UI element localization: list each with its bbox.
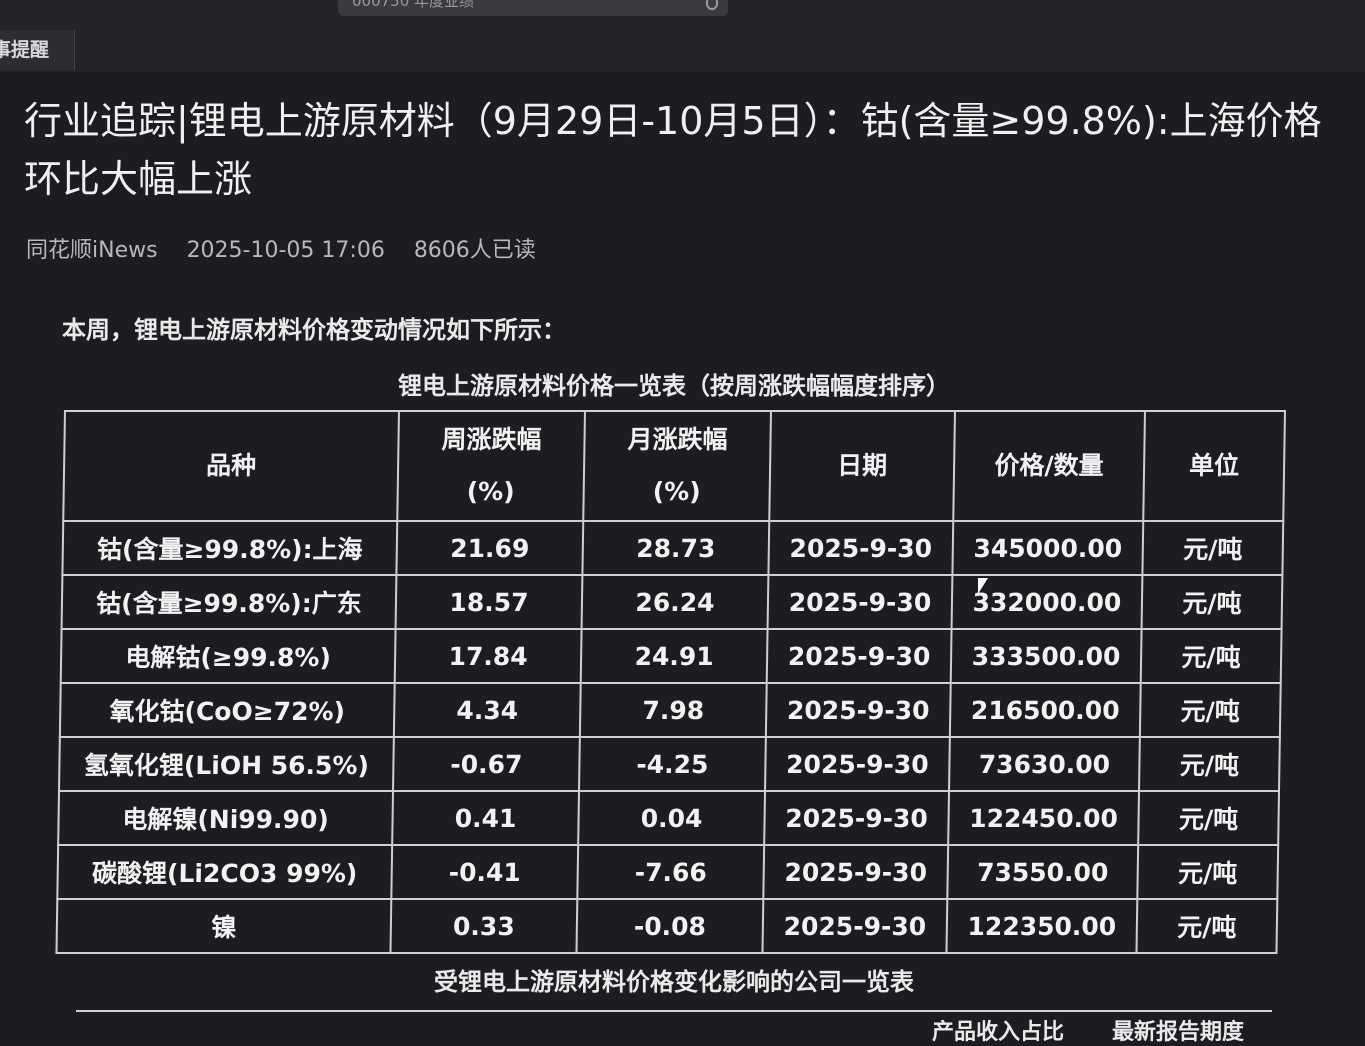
header-date: 日期 xyxy=(769,411,955,521)
cell-price: 73550.00 xyxy=(947,845,1139,899)
article-intro: 本周，锂电上游原材料价格变动情况如下所示： xyxy=(62,316,566,344)
article-datetime: 2025-10-05 17:06 xyxy=(186,238,385,263)
cell-variety: 碳酸锂(Li2CO3 99%) xyxy=(57,845,393,899)
cell-monthly-change: 24.91 xyxy=(580,629,768,683)
cell-variety: 电解镍(Ni99.90) xyxy=(58,791,394,845)
table-row: 钴(含量≥99.8%):上海 21.69 28.73 2025-9-30 345… xyxy=(62,521,1284,575)
table-row: 钴(含量≥99.8%):广东 18.57 26.24 2025-9-30 332… xyxy=(61,575,1283,629)
search-box[interactable]: 000750 年度业绩 xyxy=(338,0,728,16)
price-table: 品种 周涨跌幅 (%) 月涨跌幅 (%) 日期 价格/数量 单位 钴(含量≥99… xyxy=(55,410,1286,954)
cell-monthly-change: 0.04 xyxy=(578,791,766,845)
article-reads: 8606人已读 xyxy=(413,238,536,263)
table-header-row: 品种 周涨跌幅 (%) 月涨跌幅 (%) 日期 价格/数量 单位 xyxy=(63,411,1285,521)
header-weekly-change: 周涨跌幅 (%) xyxy=(397,411,585,521)
cell-date: 2025-9-30 xyxy=(763,845,949,899)
table-row: 电解钴(≥99.8%) 17.84 24.91 2025-9-30 333500… xyxy=(60,629,1282,683)
cell-variety: 氢氧化锂(LiOH 56.5%) xyxy=(59,737,394,791)
cell-weekly-change: -0.41 xyxy=(391,845,579,899)
cell-variety: 镍 xyxy=(56,899,392,953)
cell-weekly-change: 4.34 xyxy=(393,683,581,737)
cell-unit: 元/吨 xyxy=(1139,683,1281,737)
cell-unit: 元/吨 xyxy=(1136,899,1278,953)
cell-date: 2025-9-30 xyxy=(768,521,954,575)
cell-unit: 元/吨 xyxy=(1139,737,1280,791)
header-revenue-share: 产品收入占比 xyxy=(932,1020,1065,1045)
header-monthly-change: 月涨跌幅 (%) xyxy=(583,411,771,521)
cell-unit: 元/吨 xyxy=(1137,845,1279,899)
cell-date: 2025-9-30 xyxy=(765,737,950,791)
cell-weekly-change: 18.57 xyxy=(395,575,583,629)
header-latest-report: 最新报告期度 xyxy=(1112,1020,1245,1045)
table-row: 氢氧化锂(LiOH 56.5%) -0.67 -4.25 2025-9-30 7… xyxy=(59,737,1280,791)
cell-weekly-change: 0.41 xyxy=(392,791,580,845)
cell-price: 333500.00 xyxy=(950,629,1142,683)
cell-unit: 元/吨 xyxy=(1141,575,1283,629)
cell-monthly-change: 26.24 xyxy=(581,575,769,629)
cell-price: 122350.00 xyxy=(946,899,1138,953)
cell-variety: 钴(含量≥99.8%):广东 xyxy=(61,575,397,629)
cell-date: 2025-9-30 xyxy=(762,899,948,953)
cell-monthly-change: 7.98 xyxy=(579,683,767,737)
cell-monthly-change: -4.25 xyxy=(579,737,766,791)
table-row: 氧化钴(CoO≥72%) 4.34 7.98 2025-9-30 216500.… xyxy=(59,683,1281,737)
cell-monthly-change: 28.73 xyxy=(582,521,770,575)
cell-price: 216500.00 xyxy=(949,683,1141,737)
cell-unit: 元/吨 xyxy=(1142,521,1284,575)
header-price: 价格/数量 xyxy=(953,411,1145,521)
company-table-caption: 受锂电上游原材料价格变化影响的公司一览表 xyxy=(434,968,914,996)
article-meta: 同花顺iNews 2025-10-05 17:06 8606人已读 xyxy=(26,232,558,264)
header-unit: 单位 xyxy=(1143,411,1285,521)
cell-variety: 氧化钴(CoO≥72%) xyxy=(59,683,395,737)
cell-price: 73630.00 xyxy=(949,737,1140,791)
cell-date: 2025-9-30 xyxy=(765,683,951,737)
cell-price: 122450.00 xyxy=(948,791,1140,845)
search-query[interactable]: 000750 年度业绩 xyxy=(352,0,475,10)
cell-date: 2025-9-30 xyxy=(767,575,953,629)
cell-date: 2025-9-30 xyxy=(764,791,950,845)
header-variety: 品种 xyxy=(63,411,399,521)
top-bar: 000750 年度业绩 事提醒 xyxy=(0,0,1365,72)
cell-variety: 电解钴(≥99.8%) xyxy=(60,629,396,683)
cell-unit: 元/吨 xyxy=(1138,791,1280,845)
cell-monthly-change: -0.08 xyxy=(576,899,764,953)
table-row: 碳酸锂(Li2CO3 99%) -0.41 -7.66 2025-9-30 73… xyxy=(57,845,1279,899)
table-row: 电解镍(Ni99.90) 0.41 0.04 2025-9-30 122450.… xyxy=(58,791,1280,845)
article-title: 行业追踪|锂电上游原材料（9月29日-10月5日）：钴(含量≥99.8%):上海… xyxy=(24,99,1322,201)
company-table: 产品收入占比 最新报告期度 xyxy=(76,1010,1272,1045)
mouse-cursor-icon xyxy=(978,578,988,594)
article-source[interactable]: 同花顺iNews xyxy=(26,238,158,263)
table-row: 镍 0.33 -0.08 2025-9-30 122350.00 元/吨 xyxy=(56,899,1278,953)
cell-weekly-change: 0.33 xyxy=(390,899,578,953)
cell-weekly-change: 21.69 xyxy=(396,521,584,575)
cell-monthly-change: -7.66 xyxy=(577,845,765,899)
price-table-caption: 锂电上游原材料价格一览表（按周涨跌幅幅度排序） xyxy=(398,372,950,400)
cell-date: 2025-9-30 xyxy=(766,629,952,683)
cell-price: 345000.00 xyxy=(952,521,1144,575)
tab-reminder[interactable]: 事提醒 xyxy=(0,30,75,70)
microphone-icon[interactable] xyxy=(706,0,718,10)
cell-weekly-change: -0.67 xyxy=(393,737,580,791)
cell-weekly-change: 17.84 xyxy=(394,629,582,683)
cell-unit: 元/吨 xyxy=(1140,629,1282,683)
cell-variety: 钴(含量≥99.8%):上海 xyxy=(62,521,398,575)
